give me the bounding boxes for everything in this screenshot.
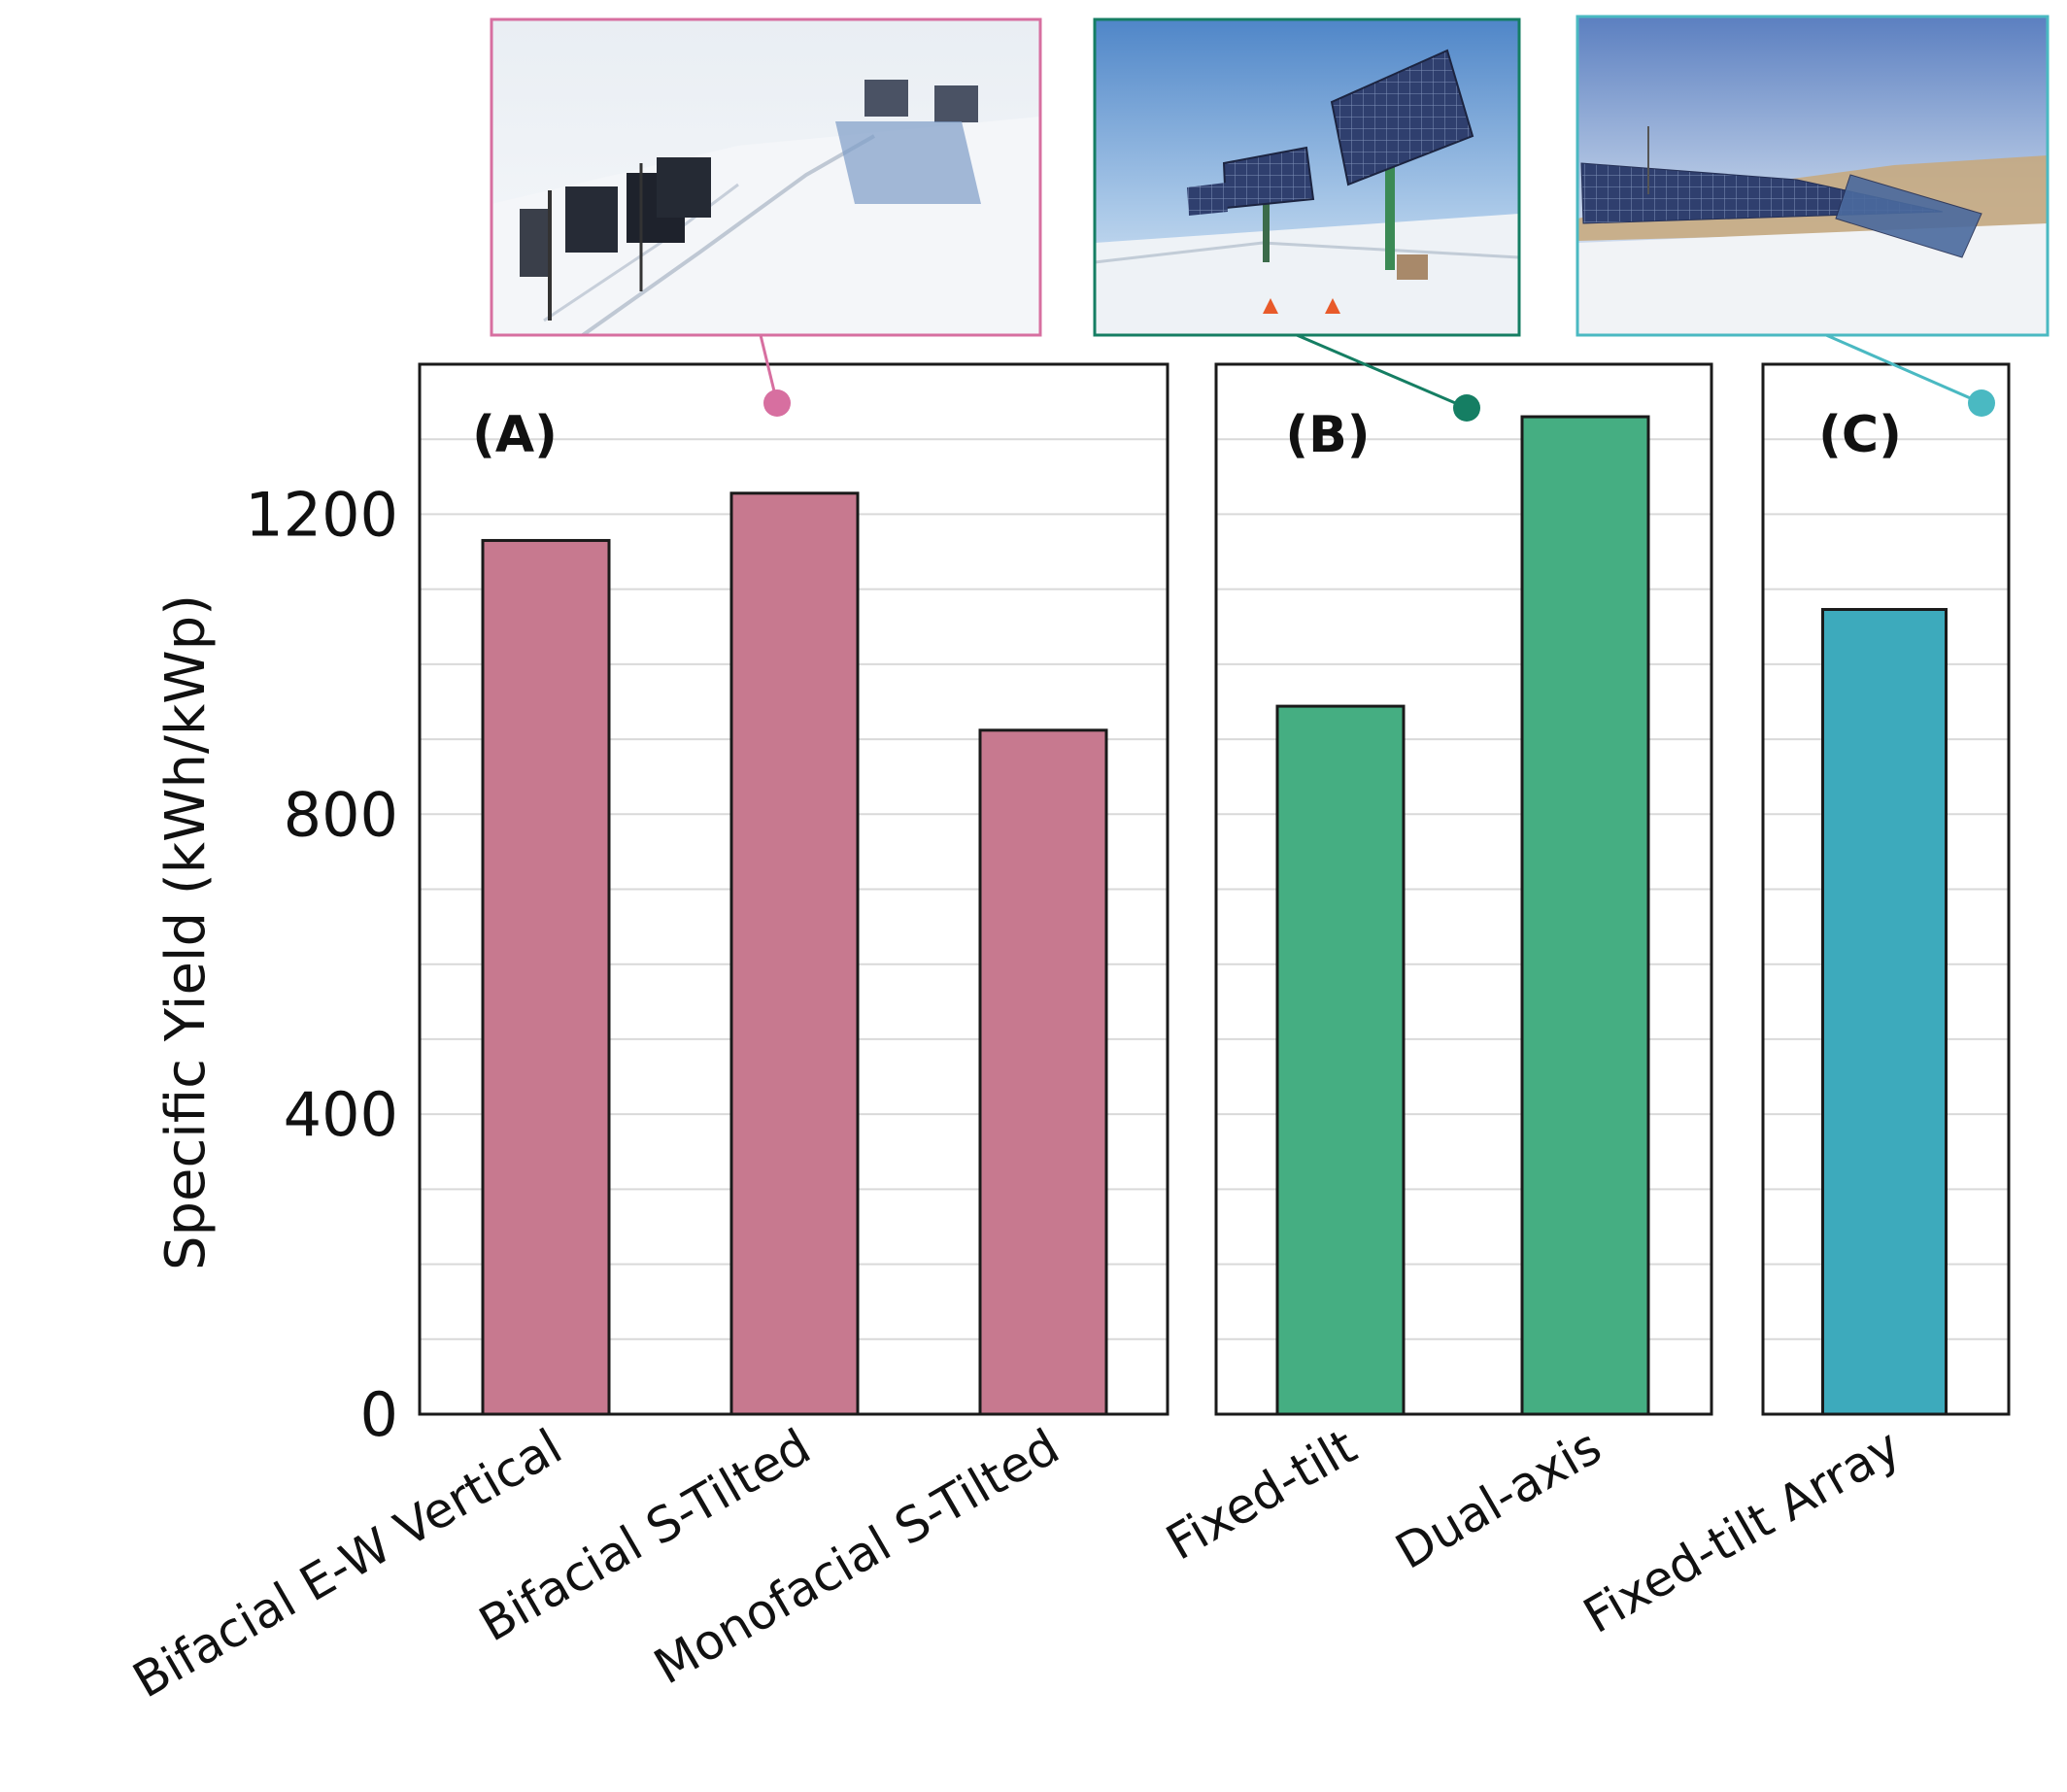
panel-a: (A)	[418, 362, 1169, 1416]
x-tick-label: Bifacial E-W Vertical	[123, 1418, 571, 1708]
bar-dual-axis	[1520, 415, 1650, 1416]
panel-frame	[418, 362, 1169, 1416]
panel-b: (B)	[1214, 362, 1713, 1416]
connector-dot	[1453, 394, 1480, 422]
x-tick-label: Dual-axis	[1386, 1418, 1610, 1580]
panel-label: (B)	[1285, 406, 1370, 464]
y-tick-label: 800	[284, 779, 398, 850]
y-tick-label: 400	[284, 1079, 398, 1150]
photo-a	[490, 17, 1042, 337]
panel-frame	[1761, 362, 2011, 1416]
x-tick-label: Fixed-tilt	[1157, 1418, 1366, 1572]
connector-line	[1296, 333, 1468, 410]
connector-dot	[763, 389, 791, 417]
y-axis-label: Specific Yield (kWh/kWp)	[154, 594, 218, 1270]
connector-dot	[1968, 389, 1995, 417]
x-tick-label: Monofacial S-Tilted	[645, 1418, 1068, 1695]
y-tick-label: 0	[360, 1379, 398, 1450]
bar-fixed-tilt	[1275, 704, 1406, 1416]
panel-frame	[1214, 362, 1713, 1416]
photo-b	[1093, 17, 1521, 337]
connector-line	[1825, 333, 1982, 405]
x-tick-label: Fixed-tilt Array	[1575, 1418, 1910, 1644]
bar-bifacial-e-w-vertical	[481, 538, 611, 1416]
photo-connectors	[759, 333, 1995, 422]
panel-label: (A)	[472, 406, 558, 464]
bar-monofacial-s-tilted	[978, 728, 1108, 1416]
bar-fixed-tilt-array	[1821, 607, 1948, 1416]
panel-c: (C)	[1761, 362, 2011, 1416]
panel-label: (C)	[1818, 406, 1902, 464]
photo-c	[1576, 15, 2050, 337]
y-tick-label: 1200	[245, 479, 398, 550]
y-axis: 0 400 800 1200	[245, 479, 398, 1450]
bar-bifacial-s-tilted	[729, 491, 860, 1416]
